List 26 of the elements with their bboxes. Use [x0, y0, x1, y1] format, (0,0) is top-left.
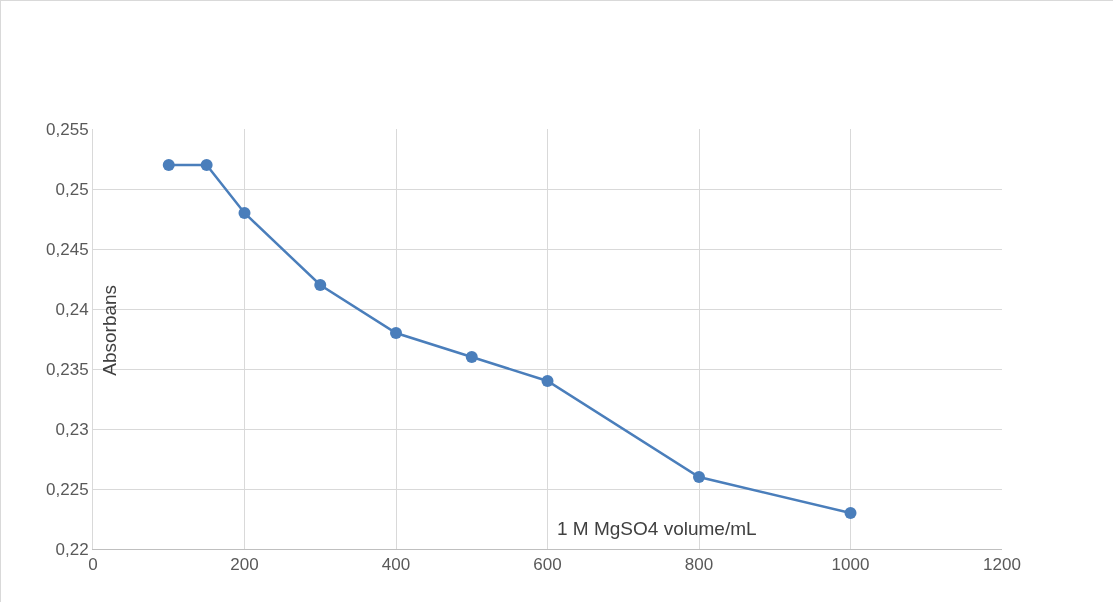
y-tick-label: 0,255: [46, 119, 89, 139]
point: [541, 375, 554, 387]
y-axis-title: Absorbans: [98, 284, 120, 376]
x-tick-label: 600: [533, 555, 562, 575]
y-tick-label: 0,25: [55, 179, 89, 199]
y-tick-label: 0,245: [46, 239, 89, 259]
point: [390, 327, 402, 339]
point: [314, 279, 327, 291]
y-tick-label: 0,225: [46, 479, 89, 499]
x-tick-label: 800: [684, 555, 714, 575]
point: [200, 159, 213, 171]
x-axis-title: 1 M MgSO4 volume/mL: [557, 518, 757, 539]
point: [693, 471, 705, 483]
y-tick-label: 0,235: [46, 359, 89, 379]
point: [162, 159, 175, 171]
x-tick-label: 1000: [831, 555, 870, 575]
x-tick-label: 200: [230, 555, 259, 575]
x-tick-label: 1200: [983, 555, 1021, 575]
point: [238, 207, 251, 219]
x-tick-label: 400: [381, 555, 411, 575]
y-tick-label: 0,24: [55, 299, 89, 319]
x-tick-label: 0: [88, 555, 98, 575]
point: [465, 351, 478, 363]
y-tick-label: 0,23: [55, 419, 89, 439]
point: [844, 507, 857, 519]
y-tick-label: 0,22: [55, 539, 89, 559]
